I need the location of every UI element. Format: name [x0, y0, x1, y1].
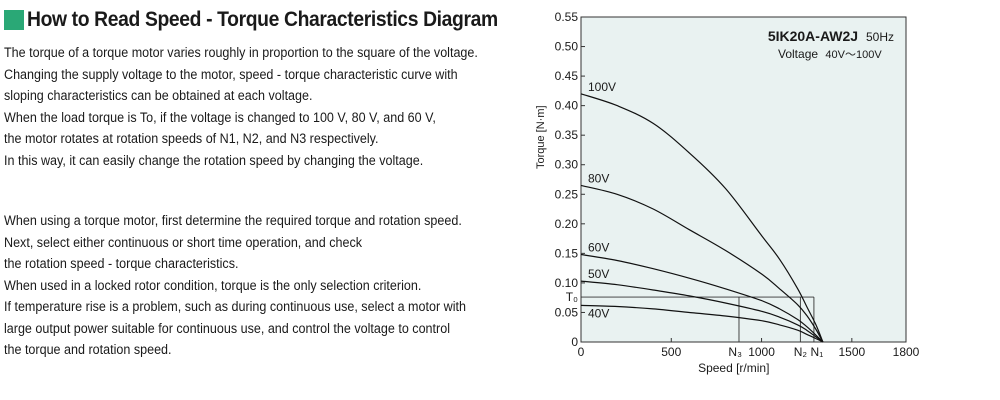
frequency-label: 50Hz	[866, 30, 894, 44]
y-tick-label: 0.05	[555, 305, 579, 319]
y-axis-label: Torque [N·m]	[535, 105, 547, 169]
x-tick-label: 1800	[893, 345, 920, 359]
paragraph-line: large output power suitable for continuo…	[4, 320, 450, 336]
curve-label: 60V	[588, 241, 609, 255]
curve-group: 100V 80V 60V 50V 40V	[580, 80, 824, 343]
paragraph-line: The torque of a torque motor varies roug…	[4, 45, 478, 60]
heading-accent-square	[4, 10, 24, 30]
paragraph-line: If temperature rise is a problem, such a…	[4, 299, 466, 314]
x-tick-label: 1500	[838, 345, 865, 359]
heading-title: How to Read Speed - Torque Characteristi…	[27, 8, 498, 31]
paragraph-line: In this way, it can easily change the ro…	[4, 152, 424, 168]
y-tick-label: 0.55	[555, 10, 579, 24]
model-name: 5IK20A-AW2J	[768, 28, 858, 44]
x-tick-label: 500	[661, 345, 681, 359]
load-torque-markers: T₀ N₃ N₂ N₁	[566, 290, 824, 359]
speed-marker-label: N₁	[811, 345, 824, 359]
x-tick-label: 0	[578, 345, 585, 359]
paragraph-line: the torque and rotation speed.	[4, 342, 172, 357]
plot-area	[580, 16, 907, 343]
paragraph-line: When used in a locked rotor condition, t…	[4, 277, 422, 293]
curve-40v	[580, 304, 824, 343]
y-tick-label: 0.35	[555, 128, 579, 142]
heading: How to Read Speed - Torque Characteristi…	[4, 8, 539, 32]
x-axis-label: Speed [r/min]	[698, 361, 769, 375]
x-axis-ticks: 0 500 1000 1500 1800	[578, 338, 920, 359]
y-tick-label: 0.15	[555, 246, 579, 260]
y-tick-label: 0.40	[555, 99, 579, 113]
y-tick-label: 0.30	[555, 158, 579, 172]
x-tick-label: 1000	[748, 345, 775, 359]
selection-paragraph: When using a torque motor, first determi…	[4, 210, 501, 361]
paragraph-line: Next, select either continuous or short …	[4, 234, 363, 250]
paragraph-line: When the load torque is To, if the volta…	[4, 109, 436, 125]
voltage-range: 40V～100V	[825, 49, 882, 61]
paragraph-line: sloping characteristics can be obtained …	[4, 88, 313, 103]
curve-50v	[580, 280, 824, 343]
voltage-label: Voltage	[778, 47, 818, 61]
curve-80v	[580, 184, 824, 343]
y-tick-label: 0.25	[555, 187, 579, 201]
curve-label: 100V	[588, 80, 616, 94]
curve-label: 40V	[588, 306, 609, 320]
paragraph-line: When using a torque motor, first determi…	[4, 213, 462, 228]
y-tick-label: 0.50	[555, 40, 579, 54]
y-tick-label: 0.20	[555, 217, 579, 231]
y-axis-ticks: 0 0.05 0.10 0.15 0.20 0.25 0.30 0.35 0.40 0.45 0.5…	[555, 10, 585, 349]
model-label: 5IK20A-AW2J 50Hz	[768, 28, 894, 44]
speed-marker-label: N₃	[728, 345, 742, 359]
curve-60v	[580, 253, 824, 343]
paragraph-line: the motor rotates at rotation speeds of …	[4, 131, 379, 146]
paragraph-line: Changing the supply voltage to the motor…	[4, 66, 458, 82]
curve-100v	[580, 93, 824, 343]
y-tick-label: 0.10	[555, 276, 579, 290]
paragraph-line: the rotation speed - torque characterist…	[4, 256, 239, 271]
voltage-info: Voltage 40V～100V	[778, 47, 882, 61]
curve-label: 80V	[588, 171, 609, 185]
y-tick-label: 0	[571, 335, 578, 349]
load-torque-label: T₀	[566, 290, 578, 304]
explanation-paragraph: The torque of a torque motor varies roug…	[4, 42, 514, 171]
speed-marker-label: N₂	[794, 345, 808, 359]
curve-label: 50V	[588, 267, 609, 281]
y-tick-label: 0.45	[555, 69, 579, 83]
